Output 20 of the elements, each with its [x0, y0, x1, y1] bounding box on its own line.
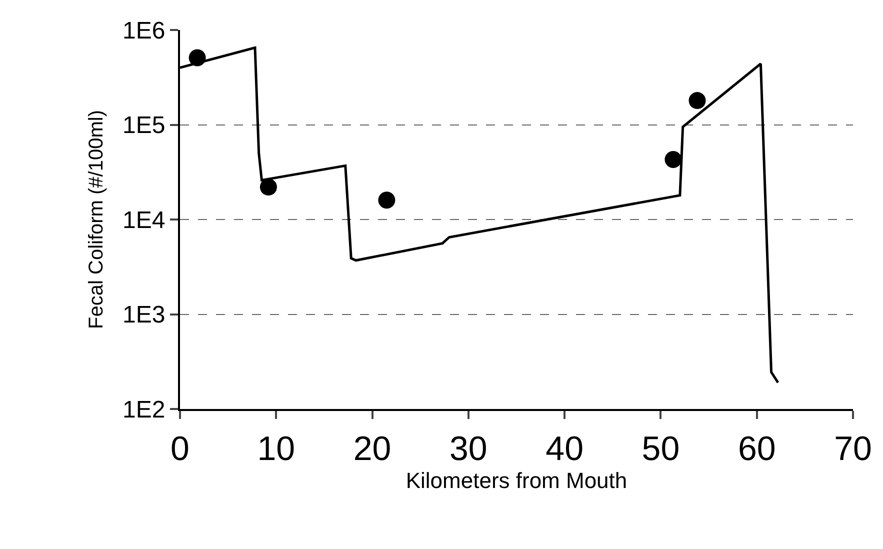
x-tick-label: 20 — [353, 430, 392, 468]
x-tick-label: 70 — [834, 430, 872, 468]
point — [664, 150, 682, 168]
x-axis-title: Kilometers from Mouth — [406, 468, 628, 493]
x-tick-label: 0 — [170, 430, 190, 468]
point — [188, 49, 206, 66]
x-tick-label: 60 — [738, 430, 776, 468]
y-tick-label: 1E4 — [122, 206, 166, 234]
y-tick-label: 1E6 — [122, 17, 166, 44]
point — [260, 178, 277, 196]
y-tick-label: 1E5 — [122, 112, 166, 140]
y-axis-title: Fecal Coliform (#/100ml) — [85, 110, 108, 329]
point — [688, 92, 706, 110]
y-tick-label: 1E2 — [122, 396, 166, 424]
x-tick-label: 50 — [642, 430, 680, 468]
x-tick-label: 10 — [257, 430, 296, 468]
x-tick-label: 40 — [546, 430, 584, 468]
y-tick-label: 1E3 — [122, 302, 166, 329]
point — [378, 192, 396, 209]
x-tick-label: 30 — [450, 430, 488, 468]
